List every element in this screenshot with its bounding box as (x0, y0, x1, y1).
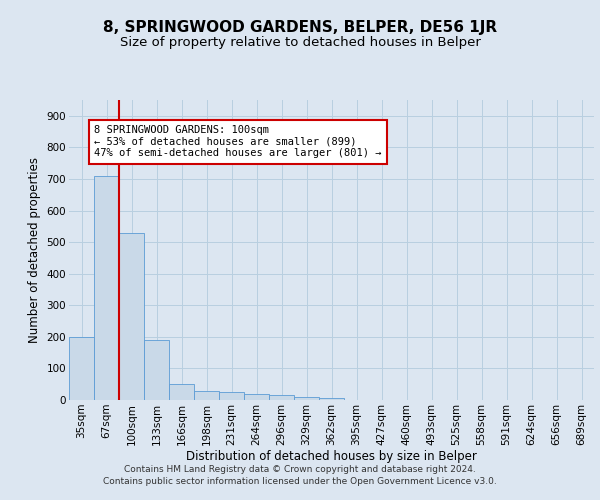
X-axis label: Distribution of detached houses by size in Belper: Distribution of detached houses by size … (186, 450, 477, 464)
Text: 8, SPRINGWOOD GARDENS, BELPER, DE56 1JR: 8, SPRINGWOOD GARDENS, BELPER, DE56 1JR (103, 20, 497, 35)
Bar (269, 396, 294, 400)
Bar (194, 390, 219, 400)
Bar (319, 398, 344, 400)
Bar (294, 397, 319, 400)
Text: Contains HM Land Registry data © Crown copyright and database right 2024.: Contains HM Land Registry data © Crown c… (124, 466, 476, 474)
Bar (169, 384, 194, 400)
Text: Size of property relative to detached houses in Belper: Size of property relative to detached ho… (119, 36, 481, 49)
Bar (69, 337, 94, 400)
Text: 8 SPRINGWOOD GARDENS: 100sqm
← 53% of detached houses are smaller (899)
47% of s: 8 SPRINGWOOD GARDENS: 100sqm ← 53% of de… (94, 126, 382, 158)
Y-axis label: Number of detached properties: Number of detached properties (28, 157, 41, 343)
Bar (119, 232, 144, 400)
Bar (219, 392, 244, 400)
Bar (94, 176, 119, 400)
Text: Contains public sector information licensed under the Open Government Licence v3: Contains public sector information licen… (103, 476, 497, 486)
Bar (144, 340, 169, 400)
Bar (244, 394, 269, 400)
